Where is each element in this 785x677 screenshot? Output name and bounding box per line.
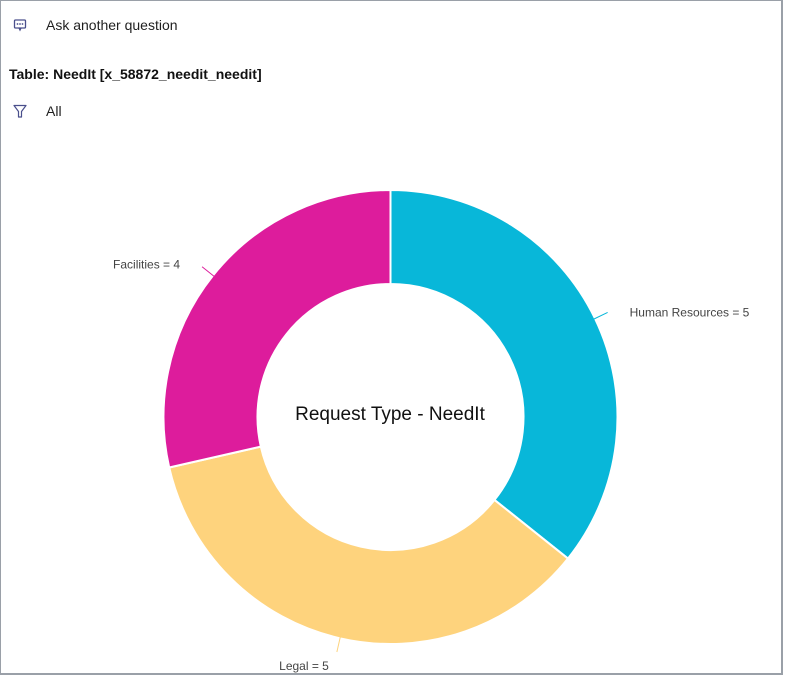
slice-label-legal: Legal = 5 (279, 659, 329, 673)
slice-label-facilities: Facilities = 4 (113, 258, 180, 272)
filter-label: All (46, 103, 62, 119)
leader-line (336, 634, 342, 653)
label-leader-lines (201, 266, 608, 653)
slice-labels: Human Resources = 5 Legal = 5 Facilities =… (113, 258, 750, 673)
leader-line (201, 266, 217, 279)
filter-funnel-icon (12, 103, 28, 119)
ask-another-question-label: Ask another question (46, 17, 178, 33)
slice-facilities[interactable] (162, 188, 392, 469)
filter-condition[interactable]: All (12, 103, 62, 119)
donut-slices (162, 188, 619, 645)
slice-label-human-resources: Human Resources = 5 (630, 305, 750, 319)
slice-legal[interactable] (167, 445, 570, 645)
ask-another-question-link[interactable]: Ask another question (12, 17, 178, 33)
leader-line (591, 311, 608, 321)
slice-human-resources[interactable] (389, 188, 619, 560)
chat-bubble-icon (12, 17, 28, 33)
table-title: Table: NeedIt [x_58872_needit_needit] (9, 66, 262, 82)
chart-center-title: Request Type - NeedIt (295, 404, 485, 425)
